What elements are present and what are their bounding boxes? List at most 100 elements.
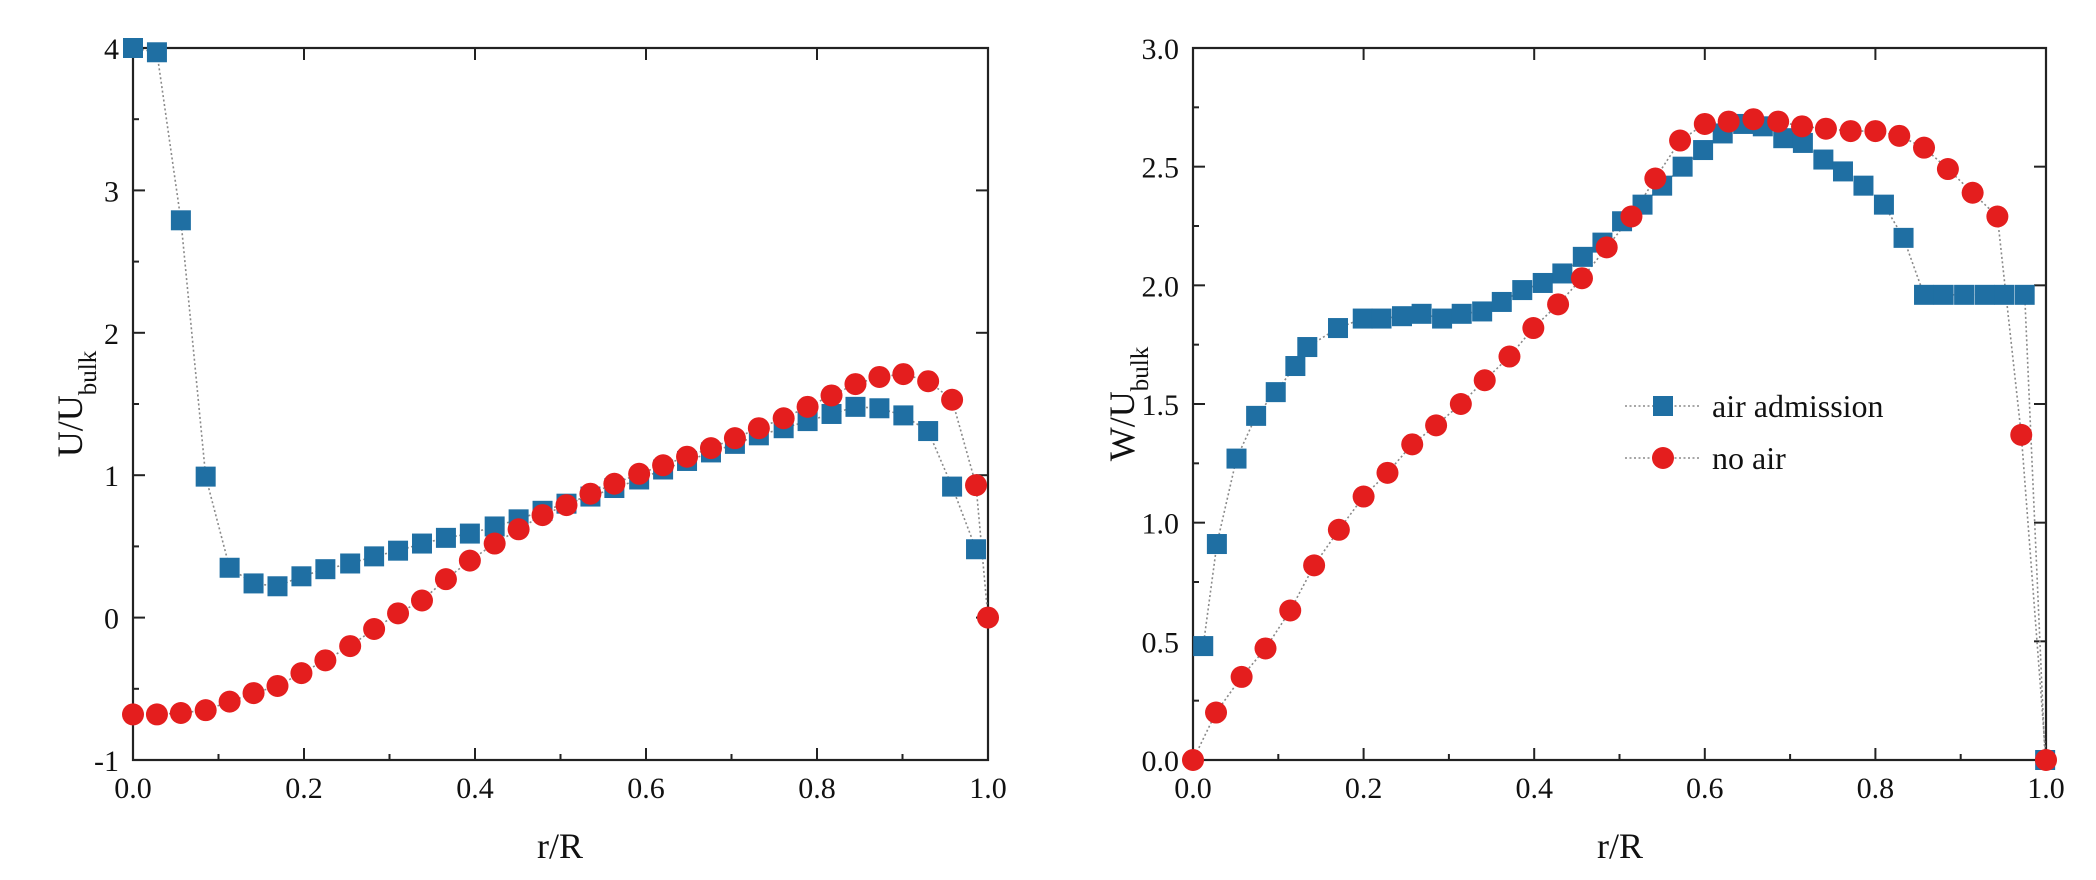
right-no-air-point	[1376, 461, 1399, 484]
right-no-air-point	[1230, 665, 1253, 688]
left-y-tick-labels: -1 0 1 2 3 4	[94, 33, 119, 778]
left-chart: 0.0 0.2 0.4 0.6 0.8 1.0 -1 0 1 2 3 4 r/R U/Ubulk	[50, 33, 1007, 866]
right-air-admission-point	[1572, 246, 1593, 267]
right-no-air-point	[1473, 369, 1496, 392]
right-air-admission-point	[1411, 303, 1432, 324]
right-x-tick-label: 0.6	[1686, 772, 1724, 805]
left-no-air-point	[169, 702, 192, 725]
left-air-admission-point	[435, 527, 456, 548]
right-air-admission-point	[2014, 284, 2035, 305]
right-no-air-point	[1693, 112, 1716, 135]
right-air-admission-point	[1873, 194, 1894, 215]
right-y-tick-label: 1.5	[1142, 389, 1180, 422]
left-no-air-point	[868, 365, 891, 388]
left-no-air-point	[242, 682, 265, 705]
right-no-air-point	[1595, 236, 1618, 259]
left-no-air-point	[772, 407, 795, 430]
left-x-tick-label: 0.4	[456, 772, 494, 805]
right-no-air-point	[1254, 637, 1277, 660]
left-air-admission-point	[340, 553, 361, 574]
right-air-admission-point	[1893, 227, 1914, 248]
left-no-air-point	[941, 388, 964, 411]
left-no-air-point	[531, 504, 554, 527]
left-y-tick-label: 0	[104, 603, 119, 636]
left-air-admission-point	[966, 539, 987, 560]
left-air-admission-point	[869, 398, 890, 419]
left-x-axis-label: r/R	[537, 826, 583, 866]
left-air-admission-point	[291, 566, 312, 587]
right-air-admission-point	[1792, 132, 1813, 153]
right-no-air-point	[1205, 701, 1228, 724]
right-air-admission-point	[1371, 308, 1392, 329]
left-no-air-point	[676, 445, 699, 468]
right-no-air-point	[1401, 433, 1424, 456]
right-x-tick-label: 0.4	[1515, 772, 1553, 805]
right-no-air-point	[1742, 108, 1765, 131]
left-no-air-point	[723, 427, 746, 450]
left-x-tick-label: 1.0	[969, 772, 1007, 805]
right-air-admission-point	[1813, 149, 1834, 170]
right-no-air-point	[1449, 393, 1472, 415]
right-air-admission-point	[1853, 175, 1874, 196]
right-no-air-point	[1279, 599, 1302, 622]
right-no-air-point	[1620, 205, 1643, 228]
left-no-air-point	[965, 474, 988, 497]
left-no-air-point	[483, 532, 506, 555]
right-air-admission-point	[1432, 308, 1453, 329]
right-x-tick-labels: 0.0 0.2 0.4 0.6 0.8 1.0	[1174, 772, 2065, 805]
right-no-air-point	[1814, 117, 1837, 140]
left-no-air-point	[603, 472, 626, 495]
right-air-admission-point	[1491, 291, 1512, 312]
left-no-air-point	[507, 518, 530, 541]
left-x-tick-label: 0.0	[114, 772, 152, 805]
right-air-admission-point	[1914, 284, 1935, 305]
right-y-tick-label: 3.0	[1142, 33, 1180, 66]
legend-marker-air-admission	[1653, 396, 1673, 416]
right-no-air-point	[1644, 167, 1667, 190]
left-y-tick-label: 3	[104, 175, 119, 208]
right-no-air-point	[1936, 158, 1959, 181]
left-air-admission-point	[315, 559, 336, 580]
right-air-admission-point	[1552, 263, 1573, 284]
left-no-air-point	[699, 437, 722, 460]
right-no-air-point	[1961, 181, 1984, 204]
left-air-admission-point	[918, 421, 939, 442]
right-y-tick-label: 2.5	[1142, 152, 1180, 185]
right-no-air-point	[2035, 749, 2057, 771]
left-air-admission-point	[942, 476, 963, 497]
left-air-admission-point	[146, 42, 167, 63]
left-no-air-point	[892, 363, 915, 386]
right-air-admission-point	[1352, 308, 1373, 329]
right-no-air-point	[2010, 423, 2033, 446]
right-y-axis-label: W/Ubulk	[1102, 346, 1154, 461]
right-air-admission-point	[1246, 405, 1267, 426]
left-no-air-point	[652, 454, 675, 477]
right-x-tick-label: 0.8	[1857, 772, 1895, 805]
left-no-air-point	[410, 589, 433, 612]
right-chart: 0.0 0.2 0.4 0.6 0.8 1.0 0.0 0.5 1.0 1.5 2.0 2.5 3.0…	[1102, 33, 2065, 866]
right-air-admission-point	[1672, 156, 1693, 177]
right-no-air-point	[1986, 205, 2009, 228]
left-air-admission-point	[219, 557, 240, 578]
right-no-air-point	[1498, 345, 1521, 368]
right-x-tick-label: 0.0	[1174, 772, 1212, 805]
right-no-air-point	[1839, 120, 1862, 143]
right-no-air-point	[1547, 293, 1570, 316]
left-x-tick-labels: 0.0 0.2 0.4 0.6 0.8 1.0	[114, 772, 1007, 805]
right-air-admission-point	[1933, 284, 1954, 305]
left-no-air-point	[434, 568, 457, 591]
left-air-admission-point	[243, 573, 264, 594]
legend-label-no-air: no air	[1712, 440, 1786, 476]
left-air-admission-point	[170, 210, 191, 231]
right-no-air-point	[1303, 554, 1326, 577]
right-no-air-point	[1913, 136, 1936, 159]
left-no-air-point	[555, 494, 578, 517]
right-air-admission-point	[1974, 284, 1995, 305]
right-no-air-point	[1182, 749, 1204, 771]
left-air-admission-point	[893, 405, 914, 426]
right-no-air-point	[1669, 129, 1692, 152]
left-air-admission-point	[123, 38, 143, 58]
right-air-admission-point	[1693, 140, 1714, 161]
left-air-admission-point	[411, 533, 432, 554]
